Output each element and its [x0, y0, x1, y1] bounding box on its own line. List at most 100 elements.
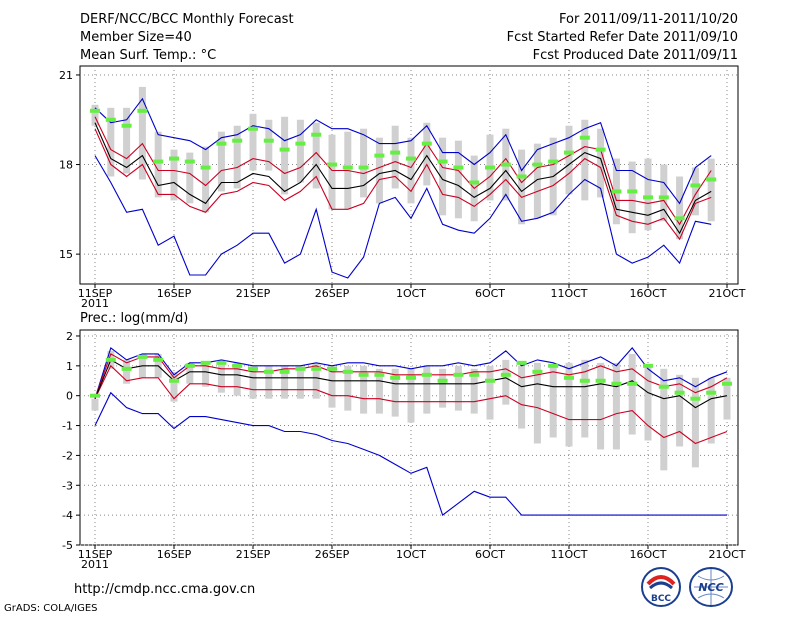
- ensemble-marker: [437, 159, 448, 164]
- ensemble-marker: [153, 357, 164, 362]
- ensemble-spread-bar: [612, 362, 620, 450]
- forecast-start-date: Fcst Started Refer Date 2011/09/10: [506, 30, 738, 45]
- source-url[interactable]: http://cmdp.ncc.cma.gov.cn: [74, 582, 256, 597]
- x-tick-label: 16OCT: [629, 287, 666, 300]
- ensemble-marker: [548, 363, 559, 368]
- ensemble-spread-bar: [502, 359, 510, 405]
- x-tick-label: 16SEP: [157, 548, 192, 561]
- ensemble-spread-bar: [644, 365, 652, 441]
- ensemble-spread-bar: [91, 104, 99, 126]
- ensemble-marker: [469, 180, 480, 185]
- ensemble-marker: [153, 159, 164, 164]
- ensemble-marker: [579, 378, 590, 383]
- plot-frame: [79, 329, 739, 546]
- ensemble-marker: [295, 141, 306, 146]
- y-tick-label: -5: [62, 539, 73, 552]
- ensemble-spread-bar: [423, 122, 431, 186]
- ensemble-spread-bar: [565, 362, 573, 447]
- logo-ncc-text: NCC: [698, 581, 723, 594]
- lower-percentile-line: [94, 128, 712, 241]
- x-tick-label: 11OCT: [550, 287, 587, 300]
- x-tick-label: 21OCT: [708, 287, 745, 300]
- ensemble-marker: [263, 138, 274, 143]
- upper-percentile-line: [94, 353, 728, 399]
- ensemble-spread-bar: [407, 137, 415, 204]
- ensemble-marker: [579, 135, 590, 140]
- ensemble-spread-bar: [486, 365, 494, 420]
- y-tick-label: 15: [59, 248, 73, 261]
- ensemble-spread-bar: [723, 377, 731, 420]
- ensemble-marker: [469, 372, 480, 377]
- ensemble-marker: [342, 369, 353, 374]
- ensemble-marker: [327, 366, 337, 371]
- ensemble-spread-bar: [123, 107, 131, 174]
- ensemble-spread-bar: [233, 125, 241, 189]
- ensemble-spread-bar: [454, 365, 462, 411]
- ensemble-marker: [611, 189, 622, 194]
- ensemble-spread-bar: [549, 365, 557, 438]
- ensemble-marker: [548, 159, 559, 164]
- ensemble-marker: [105, 117, 116, 122]
- forecast-period: For 2011/09/11-2011/10/20: [559, 12, 738, 27]
- ensemble-spread-bar: [107, 107, 115, 177]
- y-tick-label: 2: [66, 330, 73, 343]
- ensemble-marker: [327, 162, 337, 167]
- ensemble-spread-bar: [707, 377, 715, 444]
- y-tick-label: -2: [62, 449, 73, 462]
- ensemble-marker: [532, 162, 543, 167]
- x-tick-label: 21SEP: [236, 548, 271, 561]
- ensemble-marker: [595, 378, 606, 383]
- ncc-logo: NCC: [689, 567, 733, 607]
- ensemble-spread-bar: [233, 362, 241, 396]
- ensemble-marker: [232, 363, 243, 368]
- ensemble-spread-bar: [439, 137, 447, 216]
- ensemble-marker: [390, 375, 401, 380]
- ensemble-marker: [295, 366, 306, 371]
- x-tick-label: 26SEP: [315, 287, 350, 300]
- ensemble-spread-bar: [328, 365, 336, 408]
- ensemble-marker: [342, 165, 353, 170]
- ensemble-marker: [169, 378, 179, 383]
- ensemble-spread-bar: [565, 125, 573, 195]
- y-tick-label: -4: [62, 509, 73, 522]
- ensemble-spread-bar: [628, 353, 636, 435]
- ensemble-marker: [90, 108, 100, 113]
- x-tick-label: 21SEP: [236, 287, 271, 300]
- ensemble-marker: [643, 363, 653, 368]
- ensemble-marker: [200, 165, 211, 170]
- ensemble-marker: [674, 390, 685, 395]
- ensemble-marker: [184, 363, 195, 368]
- ensemble-spread-bar: [328, 134, 336, 210]
- upper-percentile-line: [94, 116, 712, 226]
- ensemble-marker: [532, 369, 543, 374]
- ensemble-marker: [200, 360, 211, 365]
- ensemble-marker: [595, 147, 606, 152]
- ensemble-marker: [358, 372, 369, 377]
- ensemble-spread-bar: [597, 362, 605, 450]
- ensemble-spread-bar: [312, 122, 320, 189]
- ensemble-spread-bar: [360, 128, 368, 198]
- ensemble-marker: [406, 156, 416, 161]
- ensemble-spread-bar: [217, 362, 225, 393]
- ensemble-marker: [90, 393, 100, 398]
- ensemble-spread-bar: [597, 128, 605, 198]
- ensemble-marker: [453, 165, 464, 170]
- ensemble-spread-bar: [170, 371, 178, 402]
- ensemble-mean-line: [94, 359, 728, 409]
- ensemble-marker: [374, 372, 385, 377]
- ensemble-marker: [121, 366, 132, 371]
- temp-panel-title: Mean Surf. Temp.: °C: [80, 48, 217, 63]
- y-tick-label: 18: [59, 159, 73, 172]
- ensemble-spread-bar: [423, 365, 431, 414]
- grads-credit: GrADS: COLA/IGES: [4, 603, 98, 614]
- ensemble-spread-bar: [344, 365, 352, 411]
- ensemble-spread-bar: [581, 119, 589, 201]
- ensemble-marker: [216, 360, 227, 365]
- ensemble-marker: [658, 384, 669, 389]
- ensemble-marker: [437, 378, 448, 383]
- ensemble-spread-bar: [707, 158, 715, 222]
- y-tick-label: -1: [62, 420, 73, 433]
- forecast-produced-date: Fcst Produced Date 2011/09/11: [532, 48, 738, 63]
- ensemble-spread-bar: [281, 116, 289, 195]
